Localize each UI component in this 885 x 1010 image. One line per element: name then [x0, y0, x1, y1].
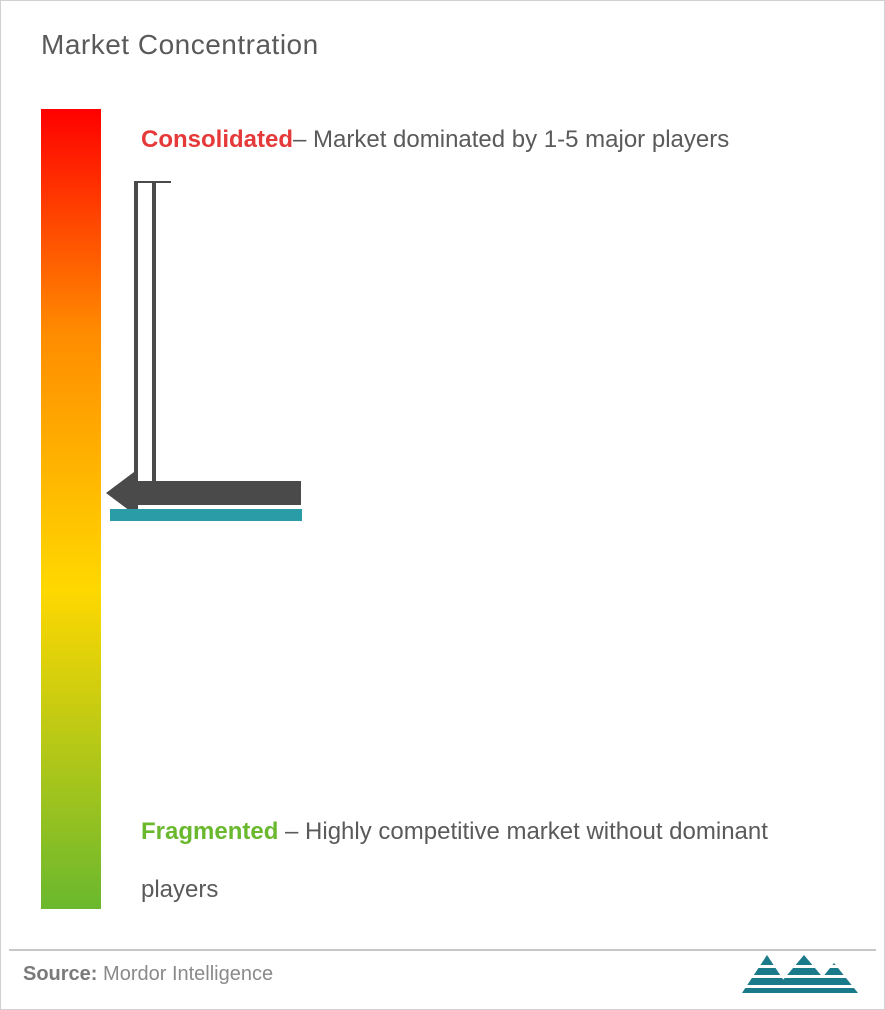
- consolidated-description: – Market dominated by 1-5 major players: [293, 126, 729, 153]
- consolidated-label: Consolidated: [141, 126, 293, 153]
- arrow-body: [126, 481, 301, 505]
- footer-divider: [9, 949, 876, 951]
- position-indicator: [106, 181, 306, 521]
- source-name: Mordor Intelligence: [103, 963, 273, 985]
- source-text: Source: Mordor Intelligence: [23, 963, 273, 986]
- logo-stripe-2: [742, 975, 862, 978]
- logo-stripe-1: [742, 965, 862, 968]
- consolidated-block: Consolidated– Market dominated by 1-5 ma…: [141, 111, 844, 169]
- fragmented-label: Fragmented: [141, 818, 278, 845]
- logo-stripe-3: [742, 985, 862, 988]
- footer: Source: Mordor Intelligence: [23, 959, 862, 989]
- arrow-underline: [110, 509, 302, 521]
- concentration-gradient-bar: [41, 109, 101, 909]
- source-label: Source:: [23, 963, 103, 985]
- chart-title: Market Concentration: [41, 29, 319, 61]
- fragmented-block: Fragmented – Highly competitive market w…: [141, 803, 844, 918]
- mordor-logo-icon: [742, 955, 862, 993]
- market-concentration-card: Market Concentration Consolidated– Marke…: [0, 0, 885, 1010]
